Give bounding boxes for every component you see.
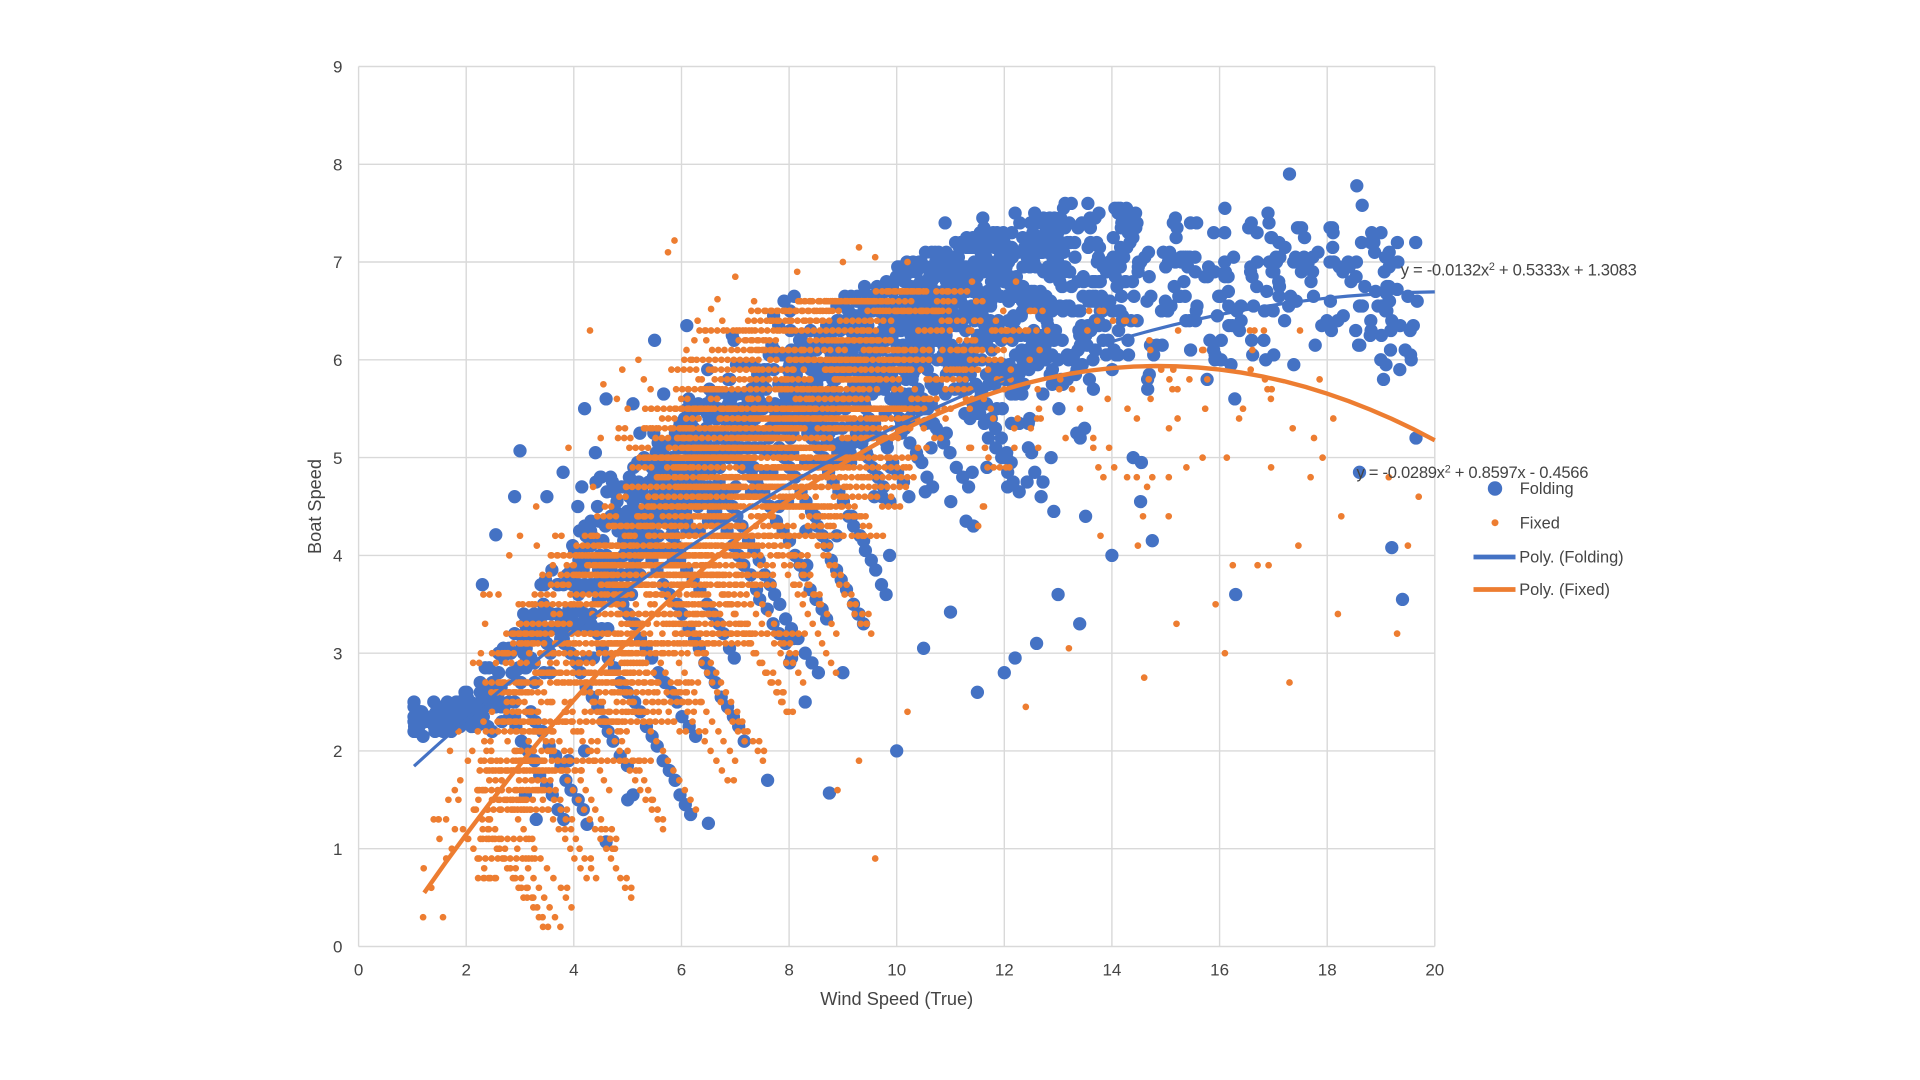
svg-text:Wind Speed (True): Wind Speed (True) bbox=[820, 989, 973, 1009]
svg-text:4: 4 bbox=[569, 960, 578, 979]
svg-text:2: 2 bbox=[333, 742, 342, 761]
svg-text:20: 20 bbox=[1425, 960, 1444, 979]
svg-text:18: 18 bbox=[1318, 960, 1337, 979]
svg-text:7: 7 bbox=[333, 253, 342, 272]
svg-text:y = -0.0132x2 + 0.5333x + 1.30: y = -0.0132x2 + 0.5333x + 1.3083 bbox=[1401, 261, 1637, 280]
svg-text:8: 8 bbox=[333, 156, 342, 175]
svg-text:6: 6 bbox=[677, 960, 686, 979]
svg-text:16: 16 bbox=[1210, 960, 1229, 979]
svg-text:0: 0 bbox=[333, 938, 342, 957]
svg-text:1: 1 bbox=[333, 840, 342, 859]
svg-text:10: 10 bbox=[887, 960, 906, 979]
svg-text:3: 3 bbox=[333, 644, 342, 663]
svg-text:8: 8 bbox=[784, 960, 793, 979]
svg-text:y = -0.0289x2 + 0.8597x - 0.45: y = -0.0289x2 + 0.8597x - 0.4566 bbox=[1357, 463, 1589, 482]
svg-text:0: 0 bbox=[354, 960, 363, 979]
svg-text:9: 9 bbox=[333, 58, 342, 77]
svg-text:14: 14 bbox=[1102, 960, 1121, 979]
svg-text:Fixed: Fixed bbox=[1520, 515, 1560, 533]
svg-text:Poly. (Folding): Poly. (Folding) bbox=[1519, 549, 1623, 567]
svg-text:Poly. (Fixed): Poly. (Fixed) bbox=[1519, 581, 1610, 599]
svg-text:Boat Speed: Boat Speed bbox=[305, 459, 325, 554]
svg-text:2: 2 bbox=[461, 960, 470, 979]
svg-text:5: 5 bbox=[333, 449, 342, 468]
svg-text:Folding: Folding bbox=[1520, 480, 1574, 498]
svg-text:4: 4 bbox=[333, 547, 342, 566]
svg-text:6: 6 bbox=[333, 351, 342, 370]
svg-text:12: 12 bbox=[995, 960, 1014, 979]
